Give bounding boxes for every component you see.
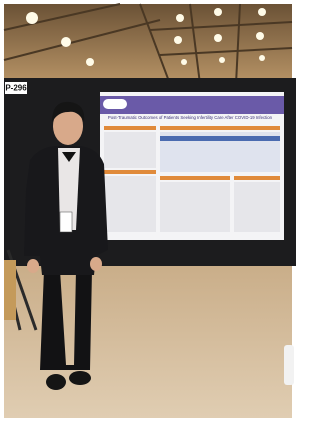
- sign-label: P-296: [5, 84, 27, 93]
- poster-logo: [103, 99, 127, 109]
- photo: P-296 Post-Traumatic Outcomes of Patient…: [0, 0, 296, 422]
- poster-title: Post-Traumatic Outcomes of Patients Seek…: [108, 115, 273, 120]
- poster-content: [104, 126, 280, 232]
- ceiling: [4, 4, 292, 84]
- white-object: [284, 345, 294, 385]
- page: {"sign": {"label": "P-296"}, "poster": {…: [0, 0, 296, 422]
- easel-panel: [4, 260, 16, 320]
- poster-header: [100, 96, 284, 114]
